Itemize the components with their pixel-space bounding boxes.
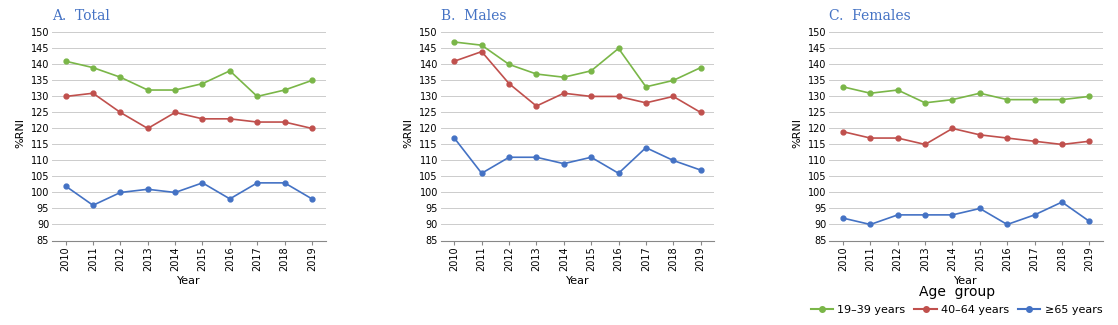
Y-axis label: %RNI: %RNI bbox=[15, 118, 25, 148]
Legend: 19–39 years, 40–64 years, ≥65 years: 19–39 years, 40–64 years, ≥65 years bbox=[806, 281, 1107, 319]
Text: A.  Total: A. Total bbox=[51, 9, 110, 23]
X-axis label: Year: Year bbox=[566, 276, 589, 286]
X-axis label: Year: Year bbox=[955, 276, 978, 286]
Y-axis label: %RNI: %RNI bbox=[404, 118, 414, 148]
Text: C.  Females: C. Females bbox=[830, 9, 911, 23]
Text: B.  Males: B. Males bbox=[440, 9, 506, 23]
Y-axis label: %RNI: %RNI bbox=[793, 118, 803, 148]
X-axis label: Year: Year bbox=[177, 276, 200, 286]
